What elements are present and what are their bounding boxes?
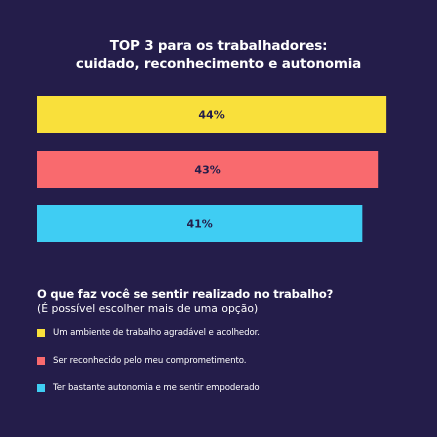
question-title: O que faz você se sentir realizado no tr… — [37, 287, 334, 301]
bar-2 — [37, 151, 379, 188]
bar-value-label-2: 43% — [194, 164, 220, 177]
chart-title: TOP 3 para os trabalhadores: cuidado, re… — [0, 37, 437, 73]
legend-label: Um ambiente de trabalho agradável e acol… — [53, 328, 260, 338]
bar-value-label-3: 41% — [186, 218, 212, 231]
chart-title-line-2: cuidado, reconhecimento e autonomia — [75, 56, 362, 72]
question-block: O que faz você se sentir realizado no tr… — [37, 287, 417, 315]
bar-value-label-1: 44% — [198, 109, 224, 122]
legend-swatch-red — [37, 356, 45, 365]
legend-item: Ter bastante autonomia e me sentir empod… — [37, 381, 427, 395]
legend-label: Ter bastante autonomia e me sentir empod… — [53, 383, 260, 393]
chart-title-line-1: TOP 3 para os trabalhadores: — [109, 38, 328, 54]
legend-label: Ser reconhecido pelo meu comprometimento… — [53, 355, 247, 366]
bar-1 — [37, 96, 387, 133]
legend-swatch-yellow — [37, 329, 45, 337]
legend: Um ambiente de trabalho agradável e acol… — [37, 326, 427, 409]
legend-item: Ser reconhecido pelo meu comprometimento… — [37, 354, 427, 368]
bar-3 — [37, 205, 363, 242]
legend-item: Um ambiente de trabalho agradável e acol… — [37, 326, 427, 340]
legend-swatch-blue — [37, 384, 45, 392]
question-subtitle: (É possível escolher mais de uma opção) — [37, 302, 259, 315]
